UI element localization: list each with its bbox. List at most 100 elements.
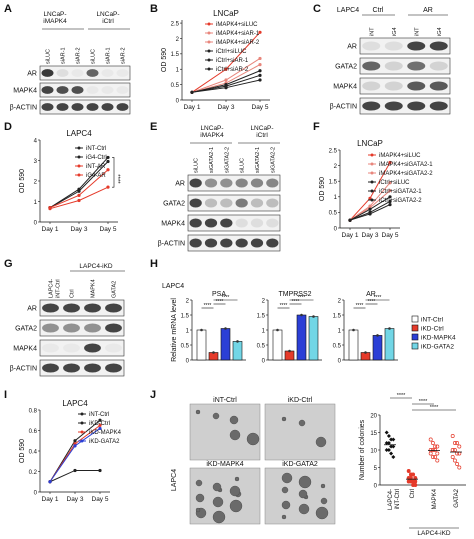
colony xyxy=(195,493,205,503)
blot-band xyxy=(116,103,129,111)
legend-swatch xyxy=(411,315,419,323)
blot-band xyxy=(84,343,101,353)
legend-label: iMAPK4+siLUC xyxy=(379,153,421,159)
bar xyxy=(284,350,295,361)
data-point xyxy=(408,479,413,484)
legend-swatch xyxy=(411,333,419,341)
blot-band xyxy=(63,343,80,353)
image-label: iNT-Ctrl xyxy=(213,397,237,404)
blot-band xyxy=(429,81,448,91)
data-point xyxy=(391,455,396,459)
blot-lane-label: iNT xyxy=(414,27,420,36)
legend-marker xyxy=(207,22,211,26)
panel-letters: A B C D E F G H I J xyxy=(4,3,321,401)
colony xyxy=(298,503,310,515)
data-point xyxy=(106,185,110,189)
data-point xyxy=(413,483,418,487)
sig-label: **** xyxy=(419,399,428,405)
data-point xyxy=(258,63,262,67)
blot-band xyxy=(204,238,218,248)
data-point xyxy=(106,168,110,172)
panel-letter-E: E xyxy=(150,121,157,133)
blot-band xyxy=(407,101,426,111)
y-tick-label: 2 xyxy=(34,179,38,185)
blot-band xyxy=(63,363,80,373)
blot-group-e1: LNCaP-iMAPK4 xyxy=(200,125,224,139)
blot-band xyxy=(407,41,426,51)
data-point xyxy=(368,212,372,216)
blot-band xyxy=(235,178,248,188)
blot-band xyxy=(56,69,69,77)
bar xyxy=(272,329,283,361)
colony xyxy=(281,514,287,520)
blot-band xyxy=(250,178,264,188)
blot-row-label: MAPK4 xyxy=(333,84,357,91)
blot-band xyxy=(220,218,233,228)
legend-label: iG4-AR xyxy=(86,173,106,179)
bar xyxy=(296,314,307,361)
series-line xyxy=(49,469,100,483)
sig-label: **** xyxy=(374,295,382,301)
x-tick-label: Day 1 xyxy=(342,232,359,239)
legend-marker xyxy=(77,155,81,159)
data-point xyxy=(258,56,262,61)
blot-band xyxy=(71,69,84,77)
y-tick-label: 1 xyxy=(34,200,38,206)
data-point xyxy=(388,199,392,204)
data-point xyxy=(388,203,392,207)
legend-marker xyxy=(207,49,211,53)
blot-band xyxy=(105,303,122,313)
blot-band xyxy=(220,238,233,248)
y-tick-label: 1.5 xyxy=(257,313,266,319)
blot-band xyxy=(250,238,264,248)
blot-band xyxy=(84,323,101,333)
blot-row-label: β-ACTIN xyxy=(330,104,357,111)
panel-letter-C: C xyxy=(313,3,321,15)
legend-label: iKD-Ctrl xyxy=(421,326,444,333)
x-tick-label: MAPK4 xyxy=(432,488,438,509)
blot-lane-label: siLUC xyxy=(240,158,246,173)
blot-band xyxy=(56,103,69,111)
y-tick-label: 0 xyxy=(34,490,38,496)
legend-marker xyxy=(80,412,84,416)
data-point xyxy=(391,444,396,449)
data-point xyxy=(386,441,391,445)
legend-label: iCtrl+siLUC xyxy=(216,49,247,55)
blot-band xyxy=(407,61,426,71)
y-tick-label: 2 xyxy=(334,164,338,170)
bar xyxy=(220,328,231,361)
blot-band xyxy=(429,101,448,111)
data-point xyxy=(73,444,77,448)
blot-strip xyxy=(359,37,451,55)
panel-letter-B: B xyxy=(150,3,158,15)
bar-point xyxy=(276,328,279,332)
blot-band xyxy=(56,86,69,94)
sig-bracket xyxy=(112,157,115,188)
blot-band xyxy=(235,198,248,208)
data-point xyxy=(430,455,435,459)
data-point xyxy=(77,193,81,197)
bar-point xyxy=(376,334,379,337)
x-tick-label: GATA2 xyxy=(454,488,460,507)
colony xyxy=(229,485,241,497)
blot-band xyxy=(220,178,233,188)
y-tick-label: 2 xyxy=(338,298,342,304)
x-tick-label-line: iNT-Ctrl xyxy=(395,489,401,509)
legend-marker xyxy=(207,67,211,71)
y-tick-label: 1.5 xyxy=(171,52,180,58)
x-tick-label: Day 3 xyxy=(67,496,84,503)
data-point xyxy=(384,448,389,452)
y-tick-label: 1 xyxy=(334,195,338,201)
colony xyxy=(212,412,220,420)
blot-band xyxy=(86,86,99,94)
data-point xyxy=(388,195,392,199)
y-tick-label: 20 xyxy=(370,413,377,419)
panel-letter-H: H xyxy=(150,258,158,270)
bar-point xyxy=(352,328,355,332)
colony xyxy=(320,497,328,505)
colony-image-int-ctrl: iNT-Ctrl xyxy=(189,397,261,461)
blot-row-label: β-ACTIN xyxy=(10,105,37,112)
blot-band xyxy=(362,61,381,71)
